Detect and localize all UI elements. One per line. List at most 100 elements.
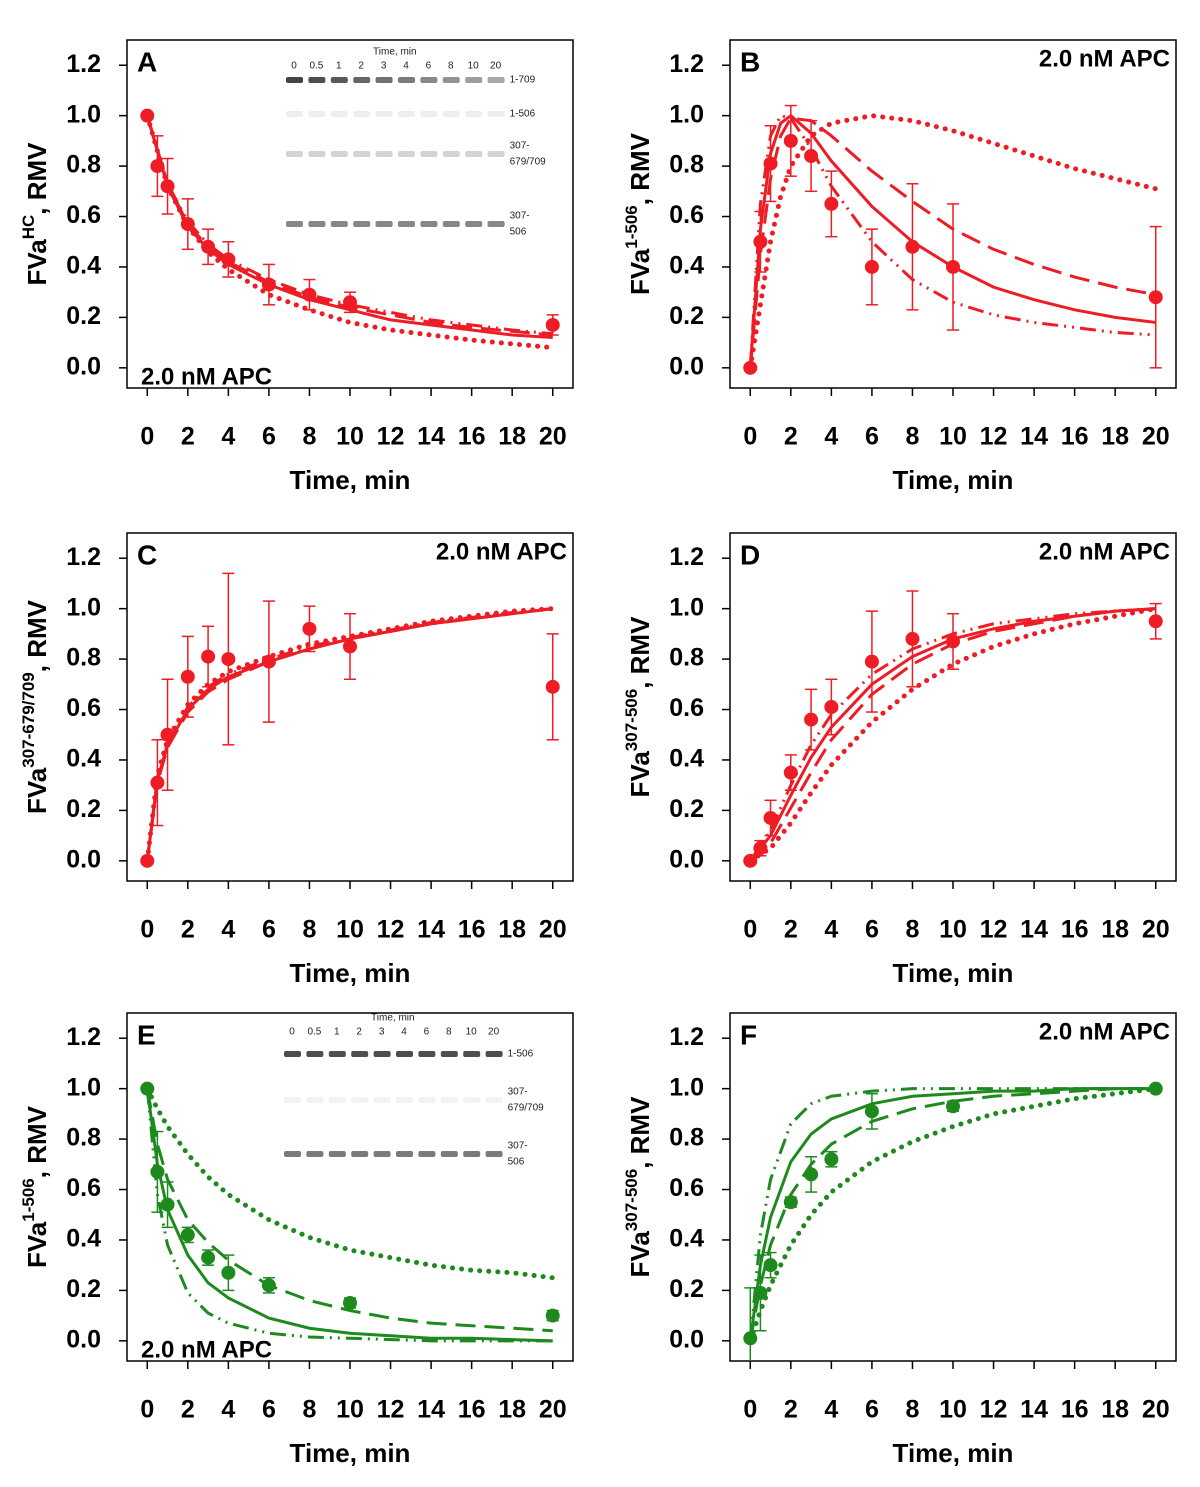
gel-band	[308, 77, 326, 83]
model-curve	[145, 1088, 553, 1343]
y-tick-label: 1.0	[669, 1073, 704, 1101]
plot-frame	[126, 39, 574, 389]
annotation: 2.0 nM APC	[141, 1336, 272, 1363]
data-point	[905, 631, 920, 646]
panel: 0.00.20.40.60.81.01.20 2 4 6 8 10 12 14 16 18 20Ti…	[19, 1012, 574, 1468]
x-tick-label: 20	[1142, 916, 1170, 944]
x-tick-label: 14	[1020, 1396, 1048, 1424]
x-tick-label: 10	[336, 1396, 364, 1424]
data-point	[140, 853, 155, 868]
gel-band	[487, 151, 505, 157]
data-point	[753, 234, 768, 249]
band-label: 1-709	[510, 75, 536, 86]
y-tick-label: 1.2	[669, 543, 704, 571]
y-axis-title-part: FVa	[22, 1221, 52, 1268]
data-point	[783, 1195, 798, 1210]
gel-band	[487, 221, 505, 227]
gel-band	[330, 151, 348, 157]
x-tick-label: 0	[140, 916, 154, 944]
x-axis-title: Time, min	[893, 1438, 1014, 1468]
annotation: 2.0 nM APC	[1039, 45, 1170, 72]
x-tick-label: 4	[221, 423, 235, 451]
data-point	[150, 1164, 165, 1179]
gel-band	[463, 1097, 481, 1103]
data-point	[946, 634, 960, 649]
model-curve	[145, 1088, 553, 1333]
model-curve	[748, 113, 1156, 368]
gel-band	[286, 77, 303, 83]
lane-label: 0	[291, 61, 297, 72]
x-tick-label: 20	[539, 1396, 567, 1424]
x-tick-label: 8	[906, 423, 920, 451]
x-axis-title: Time, min	[290, 958, 411, 988]
gel-band	[420, 221, 438, 227]
gel-band	[420, 111, 438, 117]
band-label: 307-	[508, 1087, 528, 1098]
panel: 0.00.20.40.60.81.01.20 2 4 6 8 10 12 14 16 18 20Ti…	[19, 532, 574, 988]
y-axis-title-part: 307-506	[622, 689, 641, 751]
data-point	[824, 1152, 839, 1167]
gel-band	[330, 111, 348, 117]
x-tick-label: 18	[1101, 1396, 1129, 1424]
lane-label: 0.5	[309, 61, 323, 72]
gel-band	[485, 1097, 503, 1103]
x-tick-label: 10	[939, 1396, 967, 1424]
data-point	[824, 700, 839, 714]
y-axis-title-part: HC	[19, 215, 38, 240]
gel-band	[308, 111, 326, 117]
panel: 0.00.20.40.60.81.01.20 2 4 6 8 10 12 14 16 18 20Ti…	[19, 39, 574, 495]
y-axis-title-part: , RMV	[625, 616, 655, 689]
data-point	[864, 654, 879, 669]
x-tick-label: 20	[1142, 1396, 1170, 1424]
x-tick-label: 12	[377, 423, 405, 451]
x-tick-label: 16	[1061, 423, 1089, 451]
y-tick-label: 0.2	[669, 1275, 704, 1303]
plot-area	[140, 1081, 560, 1343]
panel-letter: C	[137, 539, 157, 570]
model-curve	[747, 1086, 1159, 1344]
y-tick-label: 0.6	[669, 694, 704, 722]
x-tick-label: 6	[262, 423, 276, 451]
gel-band	[465, 151, 483, 157]
gel-band	[373, 1051, 391, 1057]
x-tick-label: 12	[377, 916, 405, 944]
y-axis-title: FVa1-506, RMV	[622, 132, 655, 295]
gel-band	[465, 221, 483, 227]
data-point	[1148, 1081, 1163, 1096]
data-point	[864, 259, 879, 274]
data-point	[140, 108, 155, 123]
gel-band	[286, 111, 303, 117]
x-tick-label: 2	[784, 1396, 798, 1424]
data-point	[201, 1250, 216, 1265]
gel-band	[487, 77, 505, 83]
gel-band	[440, 1051, 458, 1057]
data-point	[753, 841, 768, 856]
band-label: 1-506	[508, 1049, 534, 1060]
y-axis-title-part: , RMV	[625, 132, 655, 205]
x-tick-label: 4	[221, 916, 235, 944]
y-tick-label: 0.6	[66, 694, 101, 722]
y-tick-label: 0.8	[66, 1124, 101, 1152]
data-point	[763, 1258, 778, 1273]
y-tick-label: 0.8	[66, 644, 101, 672]
data-point	[743, 360, 758, 375]
gel-band	[353, 111, 371, 117]
y-tick-label: 0.0	[669, 1325, 704, 1353]
x-tick-label: 14	[1020, 423, 1048, 451]
x-tick-label: 0	[743, 916, 757, 944]
gel-band	[308, 151, 326, 157]
x-tick-label: 6	[865, 423, 879, 451]
gel-band	[353, 77, 371, 83]
x-tick-label: 2	[181, 423, 195, 451]
gel-band	[396, 1097, 413, 1103]
x-tick-label: 18	[498, 423, 526, 451]
x-tick-label: 2	[181, 1396, 195, 1424]
gel-band	[463, 1051, 481, 1057]
data-point	[343, 639, 357, 654]
lane-label: 10	[466, 1027, 478, 1038]
y-axis-title-part: FVa	[625, 751, 655, 798]
x-tick-label: 10	[336, 916, 364, 944]
y-axis-title-part: 307-506	[622, 1169, 641, 1231]
y-axis-title: FVa1-506, RMV	[19, 1105, 52, 1268]
y-tick-label: 0.2	[669, 302, 704, 330]
